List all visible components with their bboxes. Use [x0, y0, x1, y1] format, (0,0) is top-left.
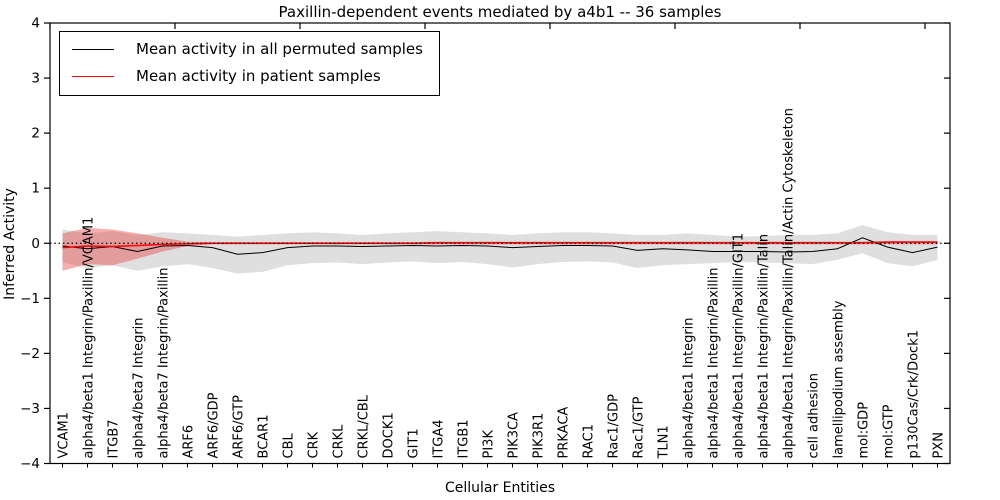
permuted-line-swatch	[72, 48, 114, 50]
permuted-mean-line	[62, 237, 938, 255]
x-category-label: TLN1	[656, 425, 671, 459]
y-tick-label: 4	[31, 16, 40, 32]
x-category-label: ITGB1	[456, 419, 471, 458]
patient-line-swatch	[72, 75, 114, 77]
y-tick-label: 1	[31, 181, 40, 197]
x-category-label: alpha4/beta1 Integrin/Paxillin	[706, 267, 721, 458]
legend-label-permuted: Mean activity in all permuted samples	[136, 40, 423, 58]
x-category-label: mol:GTP	[881, 404, 896, 458]
legend-item-permuted: Mean activity in all permuted samples	[72, 40, 423, 58]
x-category-label: alpha4/beta1 Integrin	[681, 317, 696, 458]
x-category-label: CRK	[306, 431, 321, 458]
legend: Mean activity in all permuted samples Me…	[59, 31, 440, 96]
x-category-label: CRKL	[331, 424, 346, 459]
x-category-label: CRKL/CBL	[356, 394, 371, 458]
x-category-label: PIK3R1	[531, 413, 546, 459]
x-category-label: PRKACA	[556, 407, 571, 459]
x-category-label: lamellipodium assembly	[831, 300, 846, 458]
x-category-label: ARF6/GDP	[206, 392, 221, 458]
x-category-label: PXN	[931, 432, 946, 458]
x-category-label: ARF6/GTP	[231, 395, 246, 459]
y-axis-ticks: −4 −3 −2 −1 0 1 2 3 4	[20, 16, 950, 472]
x-category-label: ITGB7	[106, 419, 121, 458]
legend-label-patient: Mean activity in patient samples	[136, 67, 381, 85]
x-category-label: Rac1/GTP	[631, 396, 646, 458]
x-category-label: cell adhesion	[806, 373, 821, 459]
top-axis-ticks	[49, 23, 926, 29]
x-category-label: CBL	[281, 433, 296, 459]
y-tick-label: −3	[20, 401, 40, 417]
x-category-labels: VCAM1 alpha4/beta1 Integrin/Paxillin/VCAM…	[56, 108, 946, 468]
legend-item-patient: Mean activity in patient samples	[72, 67, 423, 85]
x-category-label: GIT1	[406, 428, 421, 458]
x-category-label: alpha4/beta1 Integrin/Paxillin/VCAM1	[81, 217, 96, 459]
x-category-label: alpha4/beta7 Integrin/Paxillin	[156, 267, 171, 458]
x-category-label: alpha4/beta1 Integrin/Paxillin/GIT1	[731, 233, 746, 459]
x-category-label: alpha4/beta1 Integrin/Paxillin/Talin	[756, 234, 771, 459]
x-category-label: alpha4/beta1 Integrin/Paxillin/Talin/Act…	[781, 108, 796, 458]
x-category-label: PIK3CA	[506, 412, 521, 459]
x-category-label: PI3K	[481, 430, 496, 459]
x-category-label: alpha4/beta7 Integrin	[131, 317, 146, 458]
x-category-label: Rac1/GDP	[606, 394, 621, 459]
x-category-label: ARF6	[181, 425, 196, 459]
y-tick-label: 3	[31, 71, 40, 87]
y-tick-label: −2	[20, 346, 40, 362]
x-category-label: DOCK1	[381, 412, 396, 458]
y-tick-label: −4	[20, 456, 40, 472]
x-category-label: mol:GDP	[856, 402, 871, 459]
x-category-label: ITGA4	[431, 419, 446, 458]
x-axis-title: Cellular Entities	[444, 480, 556, 496]
y-tick-label: −1	[20, 291, 40, 307]
x-category-label: BCAR1	[256, 415, 271, 459]
chart-title: Paxillin-dependent events mediated by a4…	[278, 3, 722, 21]
y-tick-label: 0	[31, 236, 40, 252]
x-category-label: p130Cas/Crk/Dock1	[906, 330, 921, 459]
x-category-label: RAC1	[581, 424, 596, 459]
x-category-label: VCAM1	[56, 412, 71, 458]
y-tick-label: 2	[31, 126, 40, 142]
permuted-std-band	[62, 225, 938, 274]
patient-mean-line	[62, 241, 938, 249]
